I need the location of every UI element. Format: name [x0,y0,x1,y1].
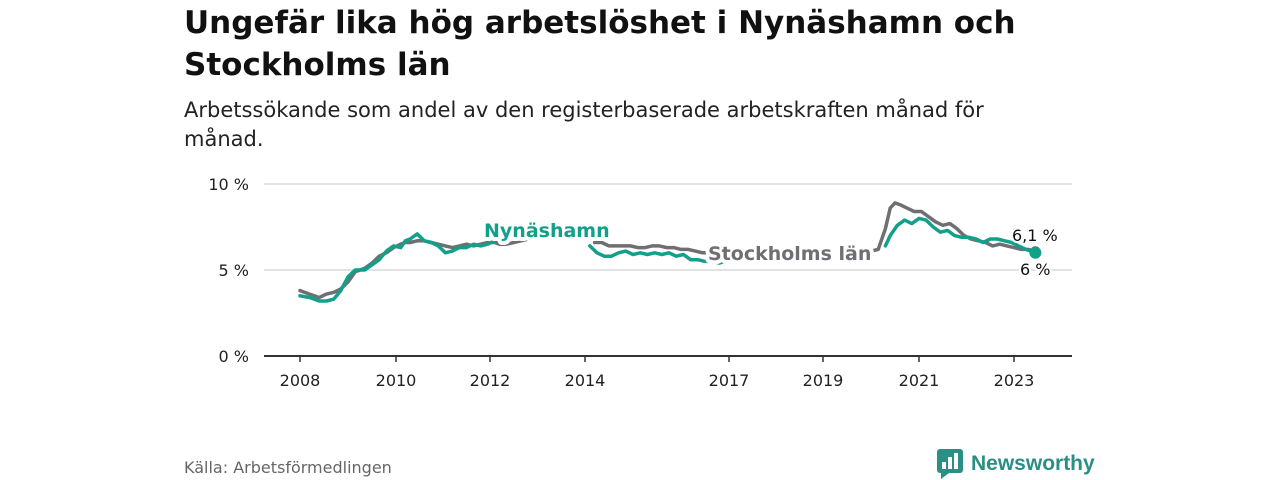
end-label-stockholm: 6,1 % [1012,226,1058,245]
newsworthy-logo-icon [937,449,963,479]
grid-layer [264,183,1072,271]
axis-layer: 0 % 5 % 10 % 2008 2010 2012 2014 2017 2019 2021 20… [208,175,1072,390]
source-text: Källa: Arbetsförmedlingen [184,458,392,477]
x-tick-label: 2014 [565,371,606,390]
y-tick-label: 10 % [208,175,249,194]
chart-title: Ungefär lika hög arbetslöshet i Nynäsham… [184,5,1016,83]
x-tick-label: 2023 [994,371,1035,390]
y-tick-label: 0 % [219,347,249,366]
series-layer [298,201,1038,303]
x-tick-label: 2010 [376,371,417,390]
x-tick-label: 2019 [803,371,844,390]
brand-name: Newsworthy [971,452,1095,475]
x-tick-label: 2012 [470,371,511,390]
series-label-stockholm-halo: Stockholms län [708,243,871,265]
x-tick-label: 2021 [899,371,940,390]
y-tick-label: 5 % [219,261,249,280]
x-tick-label: 2008 [280,371,321,390]
series-label-nynashamn: Nynäshamn [484,220,610,242]
chart-subtitle: Arbetssökande som andel av den registerb… [184,98,984,151]
line-chart: 0 % 5 % 10 % 2008 2010 2012 2014 2017 2019 2021 20… [208,175,1072,390]
series-label-stockholm: Stockholms län [708,243,871,265]
x-tick-label: 2017 [709,371,750,390]
brand-logo[interactable]: Newsworthy [937,448,1095,480]
series-line-nynashamn [298,216,1038,303]
series-line-stockholm [298,201,1038,300]
end-label-nynashamn: 6 % [1020,260,1050,279]
series-label-nynashamn-halo: Nynäshamn [484,220,610,242]
end-point-nynashamn [1029,246,1042,259]
